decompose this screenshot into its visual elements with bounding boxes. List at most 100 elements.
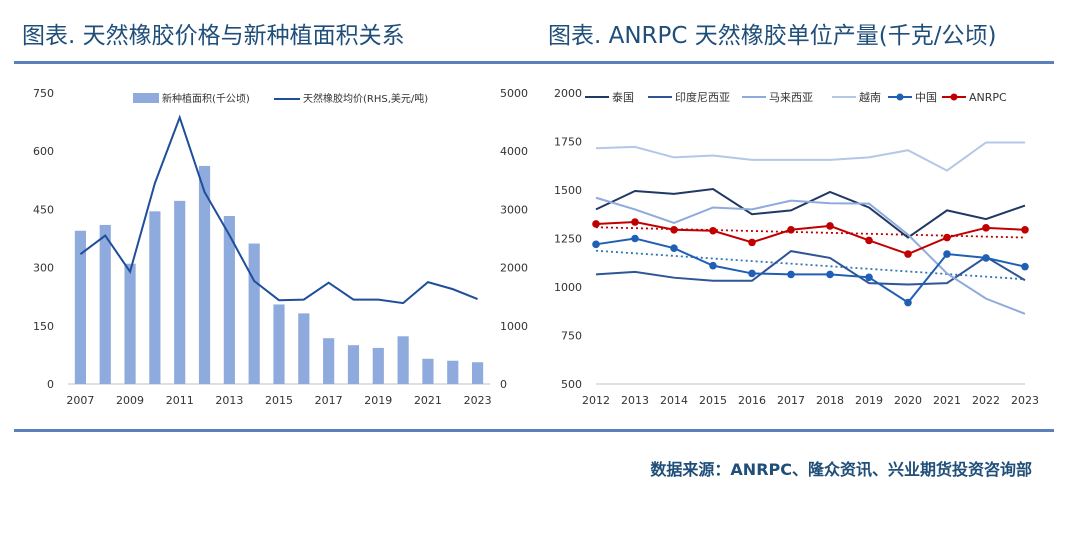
series-point bbox=[826, 270, 834, 279]
series-point bbox=[670, 225, 678, 234]
bar-planting-area bbox=[372, 347, 384, 384]
bar-planting-area bbox=[149, 211, 161, 384]
series-point bbox=[1021, 262, 1029, 271]
x-tick-label: 2015 bbox=[265, 394, 293, 407]
x-tick-label: 2013 bbox=[215, 394, 243, 407]
bar-planting-area bbox=[397, 336, 409, 384]
series-point bbox=[631, 218, 639, 226]
y-right-tick-label: 1000 bbox=[500, 320, 528, 333]
x-tick-label: 2021 bbox=[414, 394, 442, 407]
series-point bbox=[709, 261, 717, 270]
series-point bbox=[709, 226, 717, 235]
series-line bbox=[595, 187, 1026, 239]
bar-planting-area bbox=[347, 345, 360, 384]
legend-marker bbox=[950, 93, 958, 101]
legend-label: 泰国 bbox=[612, 90, 634, 104]
left-chart-title: 图表. 天然橡胶价格与新种植面积关系 bbox=[22, 23, 405, 49]
series-point bbox=[904, 298, 912, 307]
y-left-tick-label: 750 bbox=[33, 87, 54, 100]
series-line bbox=[595, 237, 1026, 304]
bar-planting-area bbox=[323, 338, 335, 384]
x-tick-label: 2018 bbox=[816, 394, 844, 407]
legend-label: 马来西亚 bbox=[769, 91, 813, 104]
bar-planting-area bbox=[174, 200, 186, 384]
bar-planting-area bbox=[298, 313, 310, 384]
series-point bbox=[787, 270, 795, 279]
y-left-tick-label: 600 bbox=[33, 145, 54, 158]
y-right-tick-label: 3000 bbox=[500, 203, 528, 216]
legend-label-line: 天然橡胶均价(RHS,美元/吨) bbox=[303, 92, 428, 105]
series-line bbox=[595, 196, 1026, 315]
series-point bbox=[1021, 225, 1029, 234]
bar-planting-area bbox=[248, 243, 260, 384]
x-tick-label: 2023 bbox=[1011, 394, 1039, 407]
x-tick-label: 2007 bbox=[66, 394, 94, 407]
y-right-tick-label: 5000 bbox=[500, 87, 528, 100]
bar-planting-area bbox=[447, 360, 459, 384]
x-tick-label: 2017 bbox=[777, 394, 805, 407]
series-point bbox=[826, 222, 834, 230]
legend-marker bbox=[896, 93, 904, 101]
series-point bbox=[982, 224, 990, 232]
series-point bbox=[865, 236, 873, 245]
bar-planting-area bbox=[472, 362, 484, 384]
series-point bbox=[904, 250, 912, 258]
x-tick-label: 2023 bbox=[464, 394, 492, 407]
y-left-tick-label: 150 bbox=[33, 320, 54, 333]
y-tick-label: 1500 bbox=[554, 184, 582, 197]
series-point bbox=[748, 238, 756, 247]
x-tick-label: 2012 bbox=[582, 394, 610, 407]
bar-planting-area bbox=[124, 263, 136, 384]
series-point bbox=[943, 250, 951, 258]
y-right-tick-label: 4000 bbox=[500, 145, 528, 158]
bar-planting-area bbox=[273, 304, 285, 384]
y-tick-label: 2000 bbox=[554, 87, 582, 100]
y-tick-label: 1250 bbox=[554, 233, 582, 246]
legend-swatch-bar bbox=[133, 93, 159, 103]
y-left-tick-label: 450 bbox=[33, 203, 54, 216]
x-tick-label: 2019 bbox=[855, 394, 883, 407]
x-tick-label: 2020 bbox=[894, 394, 922, 407]
x-tick-label: 2011 bbox=[166, 394, 194, 407]
bar-planting-area bbox=[99, 224, 111, 384]
bar-planting-area bbox=[223, 215, 235, 384]
series-point bbox=[787, 225, 795, 234]
bar-planting-area bbox=[74, 230, 86, 384]
x-tick-label: 2019 bbox=[364, 394, 392, 407]
y-right-tick-label: 2000 bbox=[500, 262, 528, 275]
x-tick-label: 2022 bbox=[972, 394, 1000, 407]
y-left-tick-label: 0 bbox=[47, 378, 54, 391]
y-right-tick-label: 0 bbox=[500, 378, 507, 391]
x-tick-label: 2015 bbox=[699, 394, 727, 407]
series-point bbox=[592, 240, 600, 249]
y-tick-label: 500 bbox=[561, 378, 582, 391]
bar-planting-area bbox=[422, 358, 434, 384]
data-source-note: 数据来源：ANRPC、隆众资讯、兴业期货投资咨询部 bbox=[650, 460, 1032, 479]
series-line bbox=[595, 141, 1025, 172]
top-divider bbox=[14, 61, 1054, 64]
y-left-tick-label: 300 bbox=[33, 262, 54, 275]
x-tick-label: 2016 bbox=[738, 394, 766, 407]
x-tick-label: 2014 bbox=[660, 394, 688, 407]
bar-planting-area bbox=[198, 165, 211, 384]
series-point bbox=[865, 273, 873, 282]
x-tick-label: 2013 bbox=[621, 394, 649, 407]
y-tick-label: 1000 bbox=[554, 281, 582, 294]
right-chart-title: 图表. ANRPC 天然橡胶单位产量(千克/公顷) bbox=[548, 23, 997, 49]
series-point bbox=[982, 254, 990, 262]
x-tick-label: 2021 bbox=[933, 394, 961, 407]
series-point bbox=[592, 220, 600, 228]
legend-label: 印度尼西亚 bbox=[675, 90, 730, 104]
legend-label-bar: 新种植面积(千公顷) bbox=[162, 92, 250, 105]
series-point bbox=[631, 234, 639, 243]
series-point bbox=[748, 269, 756, 278]
series-point bbox=[943, 233, 951, 242]
x-tick-label: 2009 bbox=[116, 394, 144, 407]
trendline bbox=[595, 249, 1026, 281]
x-tick-label: 2017 bbox=[315, 394, 343, 407]
legend-label: 越南 bbox=[859, 90, 881, 104]
legend-label: 中国 bbox=[915, 91, 937, 104]
series-point bbox=[670, 244, 678, 252]
